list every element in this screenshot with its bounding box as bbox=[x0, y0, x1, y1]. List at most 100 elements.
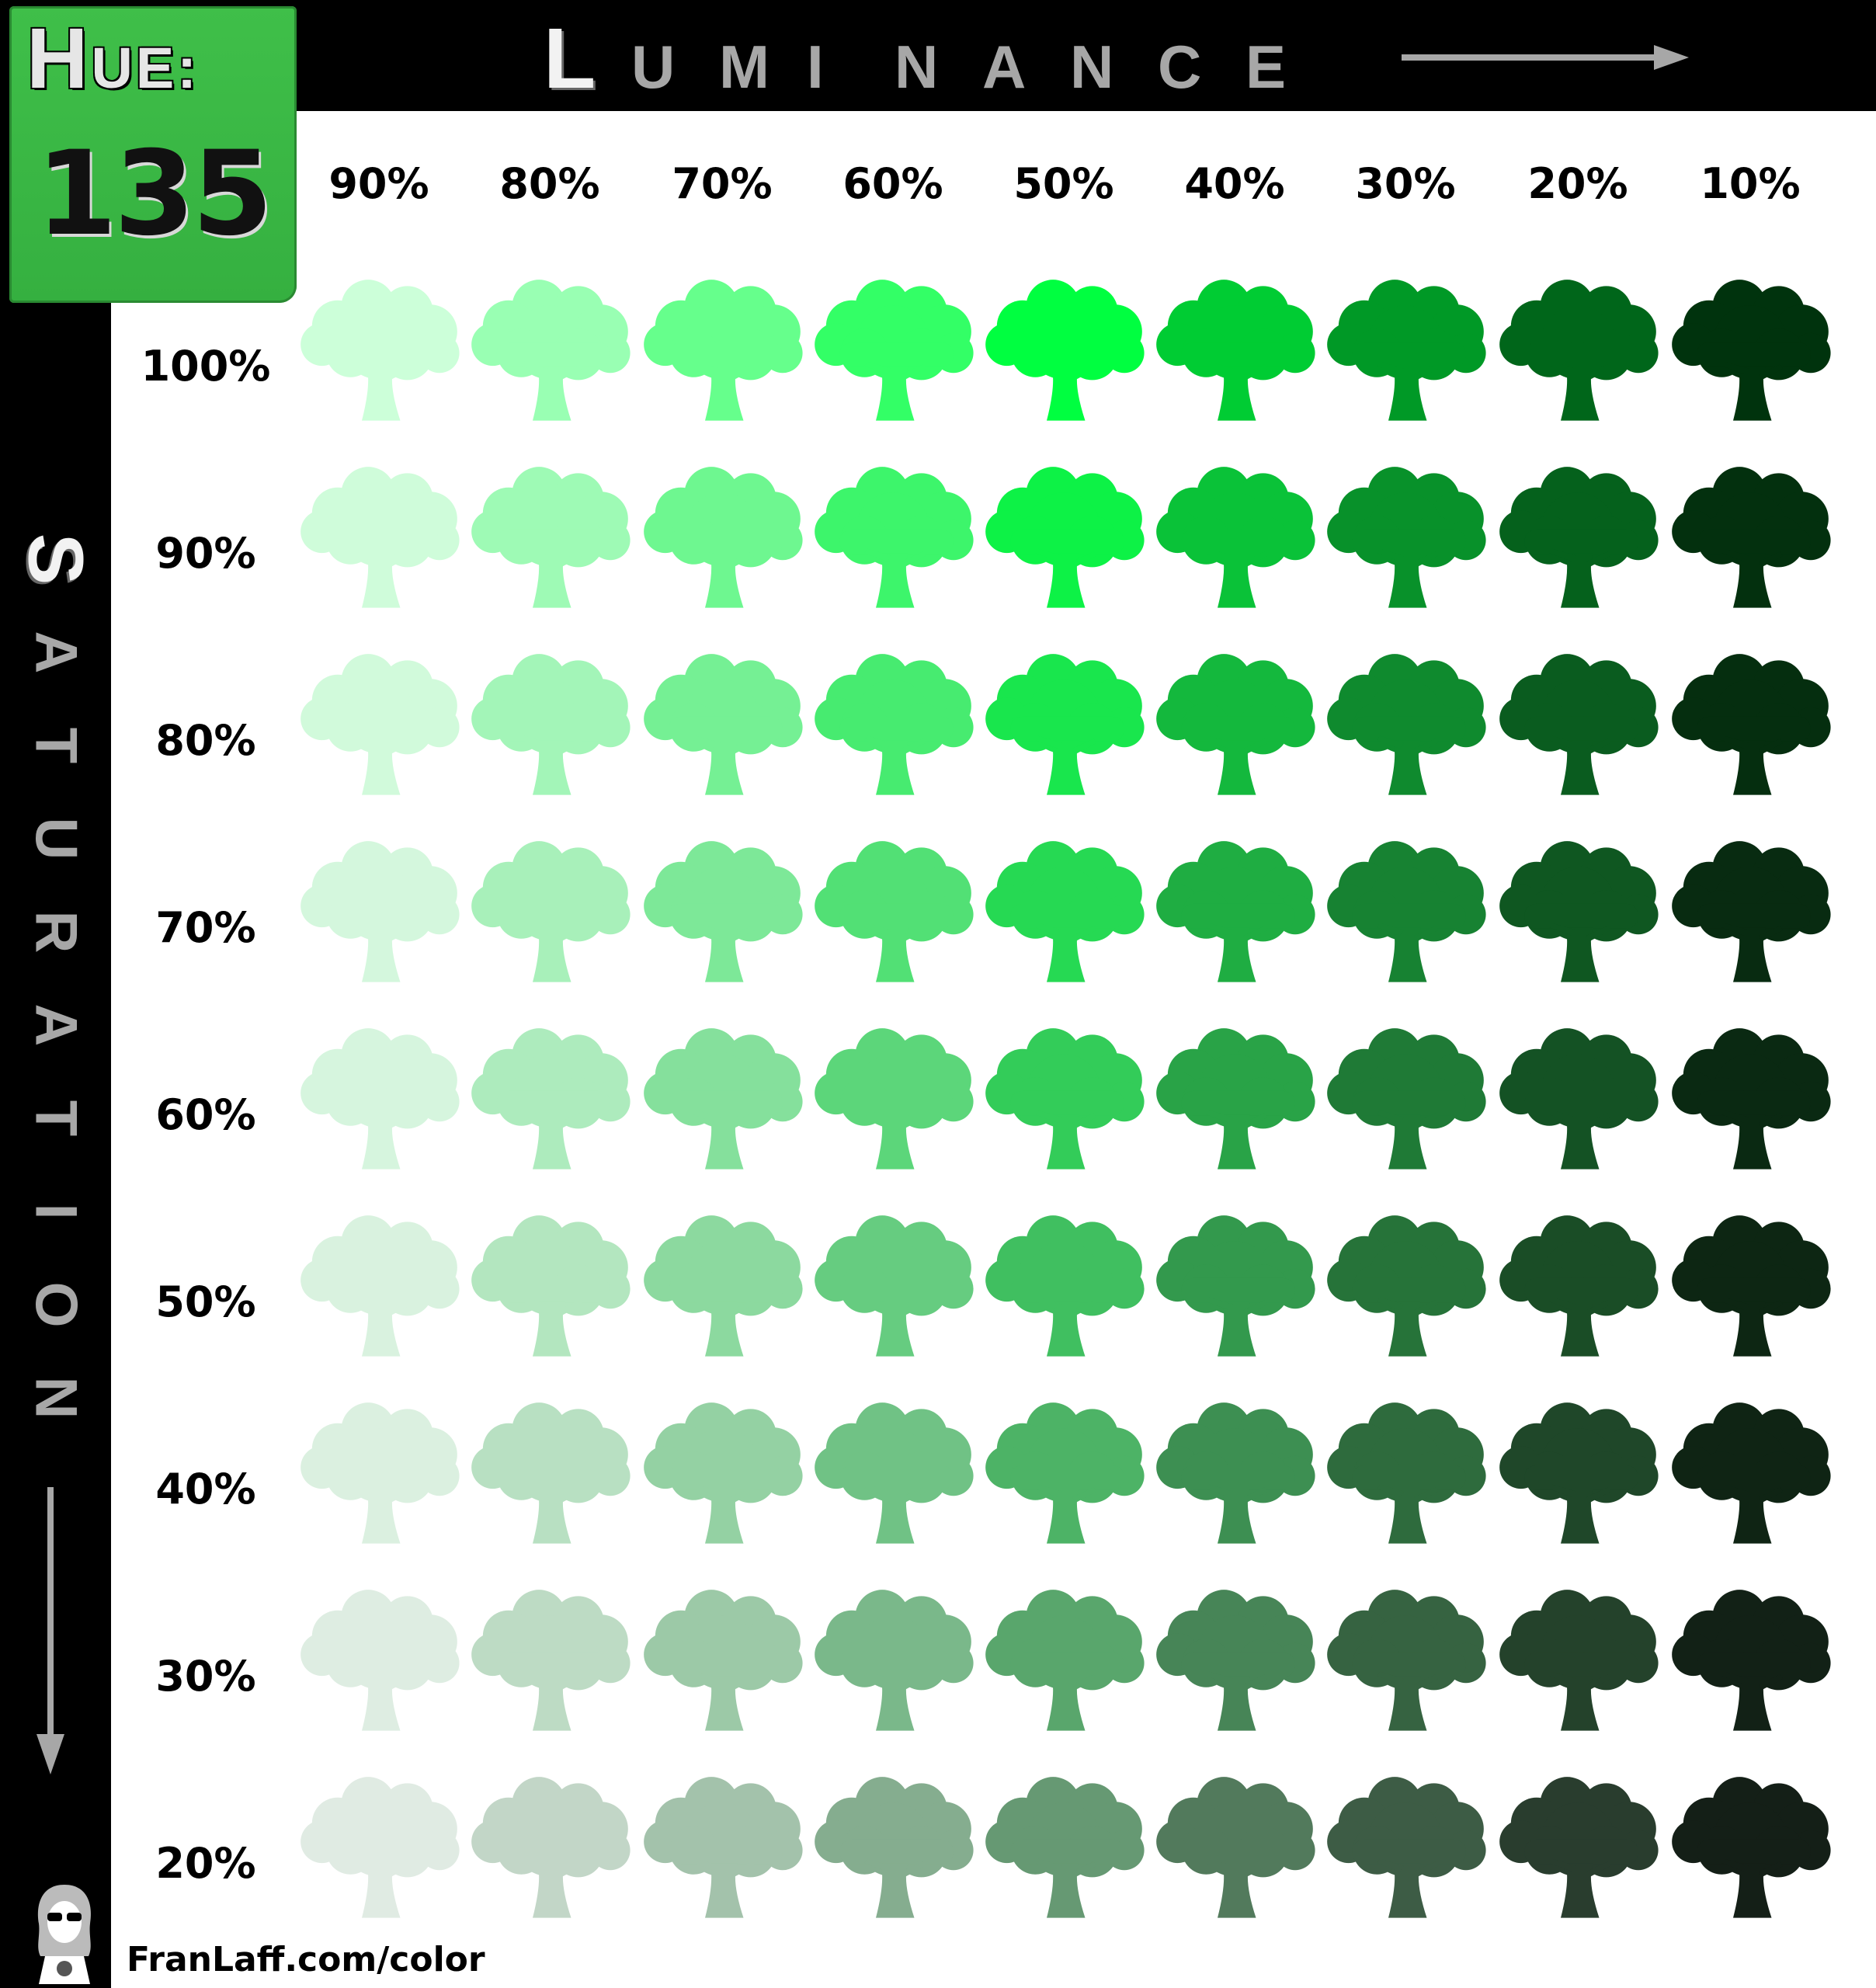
tree-icon bbox=[471, 467, 631, 608]
tree-icon bbox=[1327, 1028, 1486, 1170]
luminance-level-label: 20% bbox=[1527, 159, 1628, 208]
tree-icon bbox=[1327, 1777, 1486, 1918]
saturation-level-label: 70% bbox=[155, 903, 256, 952]
tree-icon bbox=[1672, 1777, 1831, 1918]
author-avatar-icon bbox=[22, 1875, 107, 1984]
tree-icon bbox=[1156, 280, 1315, 421]
tree-icon bbox=[815, 841, 974, 982]
tree-icon bbox=[985, 1590, 1145, 1731]
tree-icon bbox=[301, 1215, 460, 1357]
tree-icon bbox=[644, 1590, 803, 1731]
tree-icon bbox=[1156, 1777, 1315, 1918]
hue-value: 135 bbox=[36, 127, 273, 262]
tree-icon bbox=[985, 841, 1145, 982]
tree-icon bbox=[1672, 467, 1831, 608]
tree-icon bbox=[301, 1590, 460, 1731]
tree-icon bbox=[301, 280, 460, 421]
tree-icon bbox=[471, 280, 631, 421]
tree-icon bbox=[985, 280, 1145, 421]
hue-label-first: H bbox=[26, 11, 92, 106]
tree-icon bbox=[301, 841, 460, 982]
saturation-level-label: 90% bbox=[155, 529, 256, 578]
tree-icon bbox=[1156, 1590, 1315, 1731]
hue-label: HUE: bbox=[26, 9, 200, 108]
luminance-title-letter: U bbox=[631, 33, 676, 101]
tree-icon bbox=[985, 654, 1145, 795]
tree-icon bbox=[1499, 841, 1659, 982]
tree-icon bbox=[644, 467, 803, 608]
tree-icon bbox=[471, 1028, 631, 1170]
right-arrow-icon bbox=[1402, 45, 1689, 70]
tree-icon bbox=[1499, 1215, 1659, 1357]
tree-icon bbox=[644, 1028, 803, 1170]
tree-icon bbox=[1499, 1028, 1659, 1170]
tree-icon bbox=[985, 467, 1145, 608]
tree-icon bbox=[815, 654, 974, 795]
tree-icon bbox=[1156, 1028, 1315, 1170]
tree-icon bbox=[1327, 467, 1486, 608]
luminance-level-label: 50% bbox=[1013, 159, 1114, 208]
luminance-title-letter: N bbox=[895, 33, 939, 101]
luminance-title-letter: A bbox=[982, 33, 1027, 101]
luminance-level-label: 70% bbox=[672, 159, 773, 208]
tree-icon bbox=[815, 1590, 974, 1731]
tree-icon bbox=[985, 1402, 1145, 1544]
tree-icon bbox=[1499, 1402, 1659, 1544]
tree-icon bbox=[1156, 654, 1315, 795]
tree-icon bbox=[1327, 1215, 1486, 1357]
luminance-title-letter: L bbox=[544, 11, 596, 106]
tree-icon bbox=[471, 1402, 631, 1544]
tree-icon bbox=[1156, 467, 1315, 608]
tree-icon bbox=[1672, 280, 1831, 421]
tree-icon bbox=[301, 1028, 460, 1170]
tree-icon bbox=[301, 654, 460, 795]
hue-label-rest: UE: bbox=[91, 36, 200, 100]
saturation-level-label: 20% bbox=[155, 1839, 256, 1888]
tree-icon bbox=[1327, 1590, 1486, 1731]
tree-icon bbox=[1672, 654, 1831, 795]
luminance-level-label: 30% bbox=[1355, 159, 1456, 208]
luminance-title-letter: N bbox=[1070, 33, 1114, 101]
tree-icon bbox=[1672, 1028, 1831, 1170]
tree-icon bbox=[1327, 1402, 1486, 1544]
hue-badge: HUE: 135 bbox=[9, 6, 297, 303]
tree-icon bbox=[815, 1215, 974, 1357]
tree-icon bbox=[1672, 1215, 1831, 1357]
tree-icon bbox=[1327, 841, 1486, 982]
tree-icon bbox=[301, 467, 460, 608]
tree-icon bbox=[1156, 1402, 1315, 1544]
tree-icon bbox=[1672, 1402, 1831, 1544]
tree-icon bbox=[1499, 467, 1659, 608]
tree-icon bbox=[644, 1777, 803, 1918]
tree-icon bbox=[471, 1215, 631, 1357]
tree-icon bbox=[1156, 1215, 1315, 1357]
luminance-level-label: 10% bbox=[1700, 159, 1801, 208]
tree-icon bbox=[644, 841, 803, 982]
saturation-level-label: 80% bbox=[155, 716, 256, 765]
tree-icon bbox=[1327, 654, 1486, 795]
tree-icon bbox=[815, 280, 974, 421]
tree-icon bbox=[985, 1215, 1145, 1357]
tree-icon bbox=[1499, 1590, 1659, 1731]
tree-icon bbox=[1672, 1590, 1831, 1731]
tree-icon bbox=[1672, 841, 1831, 982]
saturation-level-label: 100% bbox=[141, 342, 271, 391]
tree-icon bbox=[1327, 280, 1486, 421]
tree-icon bbox=[985, 1777, 1145, 1918]
luminance-level-label: 40% bbox=[1184, 159, 1285, 208]
tree-icon bbox=[985, 1028, 1145, 1170]
luminance-level-label: 60% bbox=[842, 159, 943, 208]
tree-icon bbox=[815, 1028, 974, 1170]
tree-icon bbox=[471, 841, 631, 982]
credit-url[interactable]: FranLaff.com/color bbox=[127, 1940, 485, 1979]
tree-icon bbox=[301, 1402, 460, 1544]
tree-icon bbox=[644, 280, 803, 421]
saturation-side-bar bbox=[0, 0, 111, 1988]
tree-icon bbox=[644, 1402, 803, 1544]
luminance-title-letter: M bbox=[719, 33, 770, 101]
tree-icon bbox=[471, 1590, 631, 1731]
tree-icon bbox=[471, 654, 631, 795]
saturation-level-label: 60% bbox=[155, 1090, 256, 1139]
